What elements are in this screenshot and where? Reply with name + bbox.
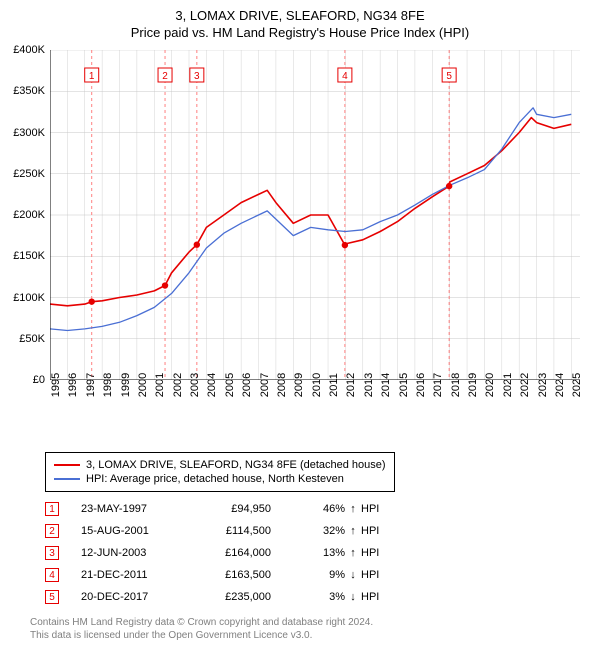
legend-swatch [54,464,80,466]
y-tick-label: £200K [13,209,45,221]
chart-title-block: 3, LOMAX DRIVE, SLEAFORD, NG34 8FE Price… [0,0,600,42]
event-pct: 9% [301,569,345,581]
x-tick-label: 1998 [102,373,114,397]
svg-text:3: 3 [194,71,200,82]
event-date: 12-JUN-2003 [81,547,201,559]
svg-text:1: 1 [89,71,95,82]
event-price: £164,000 [201,547,301,559]
event-row: 5 20-DEC-2017£235,0003%↓HPI [45,586,391,608]
x-tick-label: 2012 [345,373,357,397]
event-date: 21-DEC-2011 [81,569,201,581]
event-price: £94,950 [201,503,301,515]
x-tick-label: 2014 [380,373,392,397]
x-tick-label: 2013 [363,373,375,397]
x-tick-label: 2016 [415,373,427,397]
y-tick-label: £100K [13,292,45,304]
x-tick-label: 2006 [241,373,253,397]
x-tick-label: 2009 [293,373,305,397]
event-pct: 46% [301,503,345,515]
events-table: 123-MAY-1997£94,95046%↑HPI215-AUG-2001£1… [45,498,391,608]
svg-text:2: 2 [162,71,168,82]
event-row: 3 12-JUN-2003£164,00013%↑HPI [45,542,391,564]
event-pct: 32% [301,525,345,537]
x-tick-label: 2004 [206,373,218,397]
event-arrow-icon: ↓ [345,591,361,603]
event-hpi-label: HPI [361,569,391,581]
x-tick-label: 2002 [172,373,184,397]
x-tick-label: 2020 [484,373,496,397]
event-price: £163,500 [201,569,301,581]
y-tick-label: £150K [13,250,45,262]
legend-label: 3, LOMAX DRIVE, SLEAFORD, NG34 8FE (deta… [86,459,386,471]
event-arrow-icon: ↑ [345,525,361,537]
x-tick-label: 2019 [467,373,479,397]
event-marker-box: 5 [45,590,59,604]
event-hpi-label: HPI [361,547,391,559]
x-tick-label: 2025 [571,373,583,397]
x-tick-label: 2008 [276,373,288,397]
svg-text:4: 4 [342,71,348,82]
event-arrow-icon: ↑ [345,547,361,559]
footer-line-1: Contains HM Land Registry data © Crown c… [30,616,373,629]
x-tick-label: 2023 [537,373,549,397]
legend-label: HPI: Average price, detached house, Nort… [86,473,344,485]
x-tick-label: 2003 [189,373,201,397]
legend: 3, LOMAX DRIVE, SLEAFORD, NG34 8FE (deta… [45,452,395,492]
event-pct: 3% [301,591,345,603]
event-date: 15-AUG-2001 [81,525,201,537]
event-price: £114,500 [201,525,301,537]
event-row: 2 15-AUG-2001£114,50032%↑HPI [45,520,391,542]
chart-area: 12345 £0£50K£100K£150K£200K£250K£300K£35… [50,50,580,410]
x-tick-label: 1995 [50,373,62,397]
event-arrow-icon: ↓ [345,569,361,581]
x-tick-label: 1997 [85,373,97,397]
x-tick-label: 2021 [502,373,514,397]
event-hpi-label: HPI [361,503,391,515]
footer: Contains HM Land Registry data © Crown c… [30,616,373,642]
legend-item: 3, LOMAX DRIVE, SLEAFORD, NG34 8FE (deta… [54,459,386,471]
event-marker-box: 1 [45,502,59,516]
x-tick-label: 2001 [154,373,166,397]
y-tick-label: £250K [13,168,45,180]
x-tick-label: 2024 [554,373,566,397]
legend-swatch [54,478,80,480]
chart-title: 3, LOMAX DRIVE, SLEAFORD, NG34 8FE [0,8,600,23]
event-hpi-label: HPI [361,525,391,537]
x-tick-label: 2018 [450,373,462,397]
event-arrow-icon: ↑ [345,503,361,515]
chart-subtitle: Price paid vs. HM Land Registry's House … [0,25,600,40]
x-tick-label: 2005 [224,373,236,397]
svg-text:5: 5 [446,71,452,82]
x-tick-label: 2010 [311,373,323,397]
y-tick-label: £0 [33,374,45,386]
x-tick-label: 2007 [259,373,271,397]
x-tick-label: 2000 [137,373,149,397]
x-tick-label: 1999 [120,373,132,397]
event-marker-box: 2 [45,524,59,538]
legend-item: HPI: Average price, detached house, Nort… [54,473,386,485]
event-row: 1 23-MAY-1997£94,95046%↑HPI [45,498,391,520]
event-marker-box: 4 [45,568,59,582]
event-date: 23-MAY-1997 [81,503,201,515]
x-tick-label: 2011 [328,373,340,397]
y-tick-label: £300K [13,127,45,139]
y-tick-label: £350K [13,85,45,97]
x-tick-label: 2017 [432,373,444,397]
event-marker-box: 3 [45,546,59,560]
event-hpi-label: HPI [361,591,391,603]
y-tick-label: £400K [13,44,45,56]
event-price: £235,000 [201,591,301,603]
event-date: 20-DEC-2017 [81,591,201,603]
x-tick-label: 1996 [67,373,79,397]
event-pct: 13% [301,547,345,559]
event-row: 4 21-DEC-2011£163,5009%↓HPI [45,564,391,586]
x-tick-label: 2022 [519,373,531,397]
x-tick-label: 2015 [398,373,410,397]
chart-svg: 1 2 3 4 5 [50,50,580,380]
y-tick-label: £50K [19,333,45,345]
footer-line-2: This data is licensed under the Open Gov… [30,629,373,642]
